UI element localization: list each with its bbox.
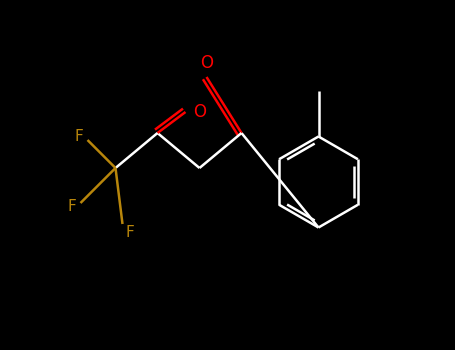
- Text: O: O: [193, 103, 206, 121]
- Text: F: F: [74, 129, 83, 144]
- Text: F: F: [125, 225, 134, 240]
- Text: F: F: [67, 199, 76, 214]
- Text: O: O: [200, 54, 213, 72]
